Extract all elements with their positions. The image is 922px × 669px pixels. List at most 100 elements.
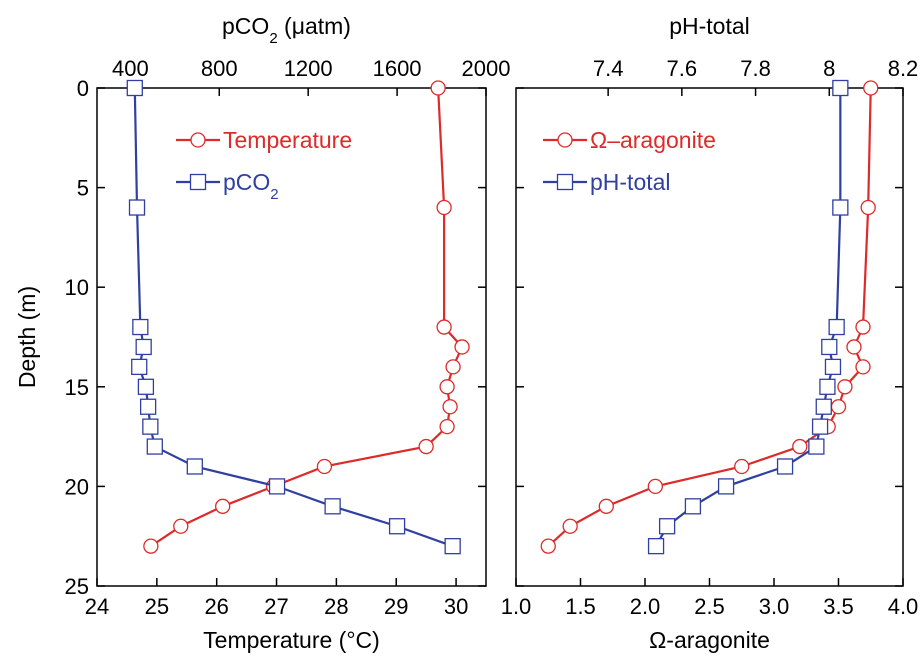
data-point-square	[139, 398, 157, 415]
x-top-axis-title: pH-total	[669, 13, 750, 39]
x-top-tick-label: 2000	[462, 56, 511, 81]
x-top-tick-label: 800	[201, 56, 238, 81]
legend-marker-circle	[557, 132, 573, 148]
data-point-circle	[734, 458, 750, 475]
data-point-square	[832, 79, 849, 97]
x-top-tick-label: 7.8	[740, 56, 771, 81]
data-point-circle	[143, 538, 159, 554]
x-bottom-tick-label: 2.5	[694, 594, 725, 619]
x-bottom-tick-label: 25	[145, 594, 169, 619]
data-point-circle	[445, 359, 461, 375]
data-point-circle	[439, 379, 455, 395]
data-point-square	[268, 478, 286, 495]
legend-label: Temperature	[223, 127, 352, 153]
y-tick-label: 15	[65, 375, 89, 400]
chart-panel-2: 1.0 1.5 2.0 2.5 3.0 3.5 4.0 7.4 7.6 7.8 8 8.2 Ω–arag…	[501, 13, 919, 653]
y-tick-label: 0	[77, 76, 89, 101]
data-point-square	[658, 518, 676, 535]
x-top-tick-label: 1600	[373, 56, 422, 81]
plot-frame	[515, 87, 904, 587]
data-point-square	[808, 438, 825, 455]
data-point-circle	[316, 458, 333, 475]
data-point-square	[324, 498, 341, 515]
x-bottom-tick-label: 30	[444, 594, 468, 619]
data-point-square	[832, 199, 849, 216]
data-point-square	[821, 338, 838, 356]
x-top-tick-label: 1200	[284, 56, 333, 81]
x-bottom-tick-label: 29	[384, 594, 408, 619]
y-axis-title: Depth (m)	[14, 286, 40, 388]
data-point-square	[819, 378, 836, 395]
data-point-circle	[792, 438, 808, 455]
y-tick-label: 25	[65, 574, 89, 599]
data-point-square	[128, 199, 146, 216]
data-point-square	[186, 458, 203, 475]
data-point-circle	[855, 359, 871, 375]
x-bottom-tick-label: 26	[204, 594, 228, 619]
data-point-square	[388, 518, 406, 535]
x-bottom-tick-label: 3.5	[823, 594, 854, 619]
x-top-tick-label: 7.6	[667, 56, 698, 81]
y-tick-label: 5	[77, 176, 89, 201]
data-point-square	[815, 398, 832, 415]
x-top-tick-label: 8	[823, 56, 835, 81]
data-point-square	[137, 378, 155, 395]
legend-marker-square	[189, 173, 207, 191]
data-point-square	[131, 358, 148, 376]
data-point-circle	[442, 399, 458, 415]
data-point-circle	[418, 438, 434, 455]
series-line-1	[547, 87, 872, 547]
data-point-square	[142, 418, 159, 435]
x-bottom-tick-label: 1.0	[501, 594, 532, 619]
x-top-tick-label: 8.2	[888, 56, 919, 81]
data-point-circle	[215, 498, 231, 514]
x-bottom-tick-label: 27	[264, 594, 288, 619]
data-point-circle	[846, 339, 862, 355]
y-tick-label: 10	[65, 275, 89, 300]
series-line-1	[150, 87, 464, 548]
x-bottom-tick-label: 28	[324, 594, 348, 619]
data-point-circle	[173, 518, 189, 534]
data-point-circle	[598, 498, 614, 514]
data-point-square	[828, 318, 845, 336]
legend-label: pH-total	[590, 169, 671, 195]
legend-label: Ω–aragonite	[590, 127, 716, 153]
x-bottom-axis-title: Temperature (°C)	[203, 627, 380, 653]
legend-marker-circle	[190, 132, 206, 148]
data-point-square	[811, 418, 829, 435]
data-point-circle	[436, 199, 452, 216]
x-bottom-tick-label: 4.0	[888, 594, 919, 619]
data-point-circle	[647, 478, 663, 495]
plot-frame	[96, 87, 487, 587]
data-point-circle	[837, 379, 853, 395]
data-point-square	[684, 498, 702, 515]
data-point-circle	[454, 339, 470, 355]
data-point-square	[146, 438, 163, 455]
data-point-square	[776, 458, 794, 475]
data-point-circle	[436, 319, 452, 335]
series-line-2	[655, 88, 842, 547]
data-point-circle	[855, 319, 871, 335]
data-point-square	[647, 538, 665, 555]
x-bottom-tick-label: 24	[85, 594, 109, 619]
x-bottom-axis-title: Ω-aragonite	[649, 627, 770, 653]
data-point-square	[824, 358, 842, 376]
x-top-tick-label: 7.4	[593, 56, 624, 81]
legend-marker-square	[556, 173, 574, 191]
x-bottom-tick-label: 2.0	[630, 594, 661, 619]
data-point-circle	[860, 199, 876, 216]
data-point-square	[135, 338, 152, 356]
data-point-circle	[562, 518, 578, 534]
y-tick-label: 20	[65, 474, 89, 499]
legend-label: pCO2	[223, 169, 279, 203]
data-point-circle	[540, 538, 556, 554]
x-top-axis-title: pCO2 (μatm)	[222, 13, 351, 47]
data-point-square	[132, 318, 149, 336]
data-point-square	[444, 538, 461, 555]
x-bottom-tick-label: 3.0	[759, 594, 790, 619]
x-top-tick-label: 400	[112, 56, 149, 81]
data-point-square	[126, 79, 143, 97]
data-point-square	[717, 478, 735, 495]
